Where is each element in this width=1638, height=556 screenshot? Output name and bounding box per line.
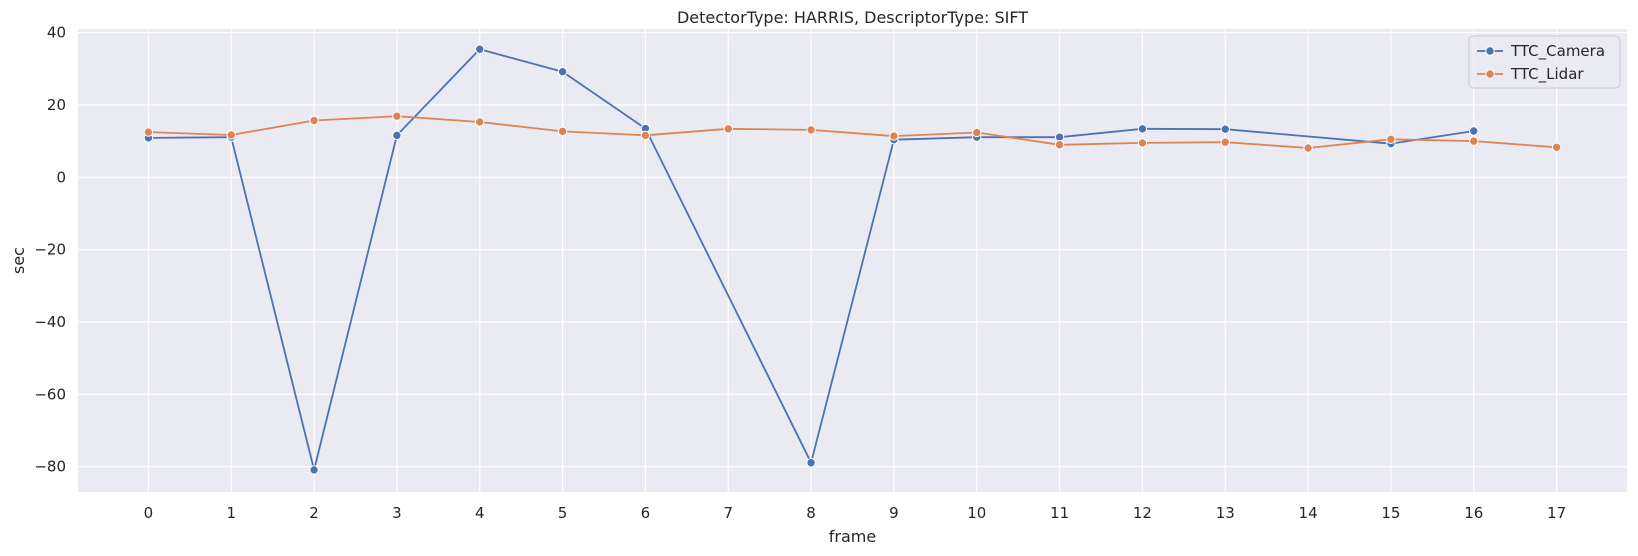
y-tick-label: 20 xyxy=(47,96,66,114)
data-point xyxy=(557,126,568,137)
x-axis-ticks: 0 1 2 3 4 5 6 7 8 9 10 11 12 13 14 15 16 17 xyxy=(144,504,1567,522)
y-tick-label: 40 xyxy=(47,24,66,42)
grid-lines xyxy=(78,29,1627,492)
legend-marker xyxy=(1485,69,1495,79)
x-tick-label: 16 xyxy=(1464,504,1483,522)
x-tick-label: 15 xyxy=(1381,504,1400,522)
data-point xyxy=(1469,126,1479,136)
x-tick-label: 5 xyxy=(558,504,568,522)
data-point xyxy=(640,130,651,141)
x-tick-label: 9 xyxy=(889,504,899,522)
y-tick-label: 0 xyxy=(56,168,66,186)
x-tick-label: 11 xyxy=(1050,504,1069,522)
x-tick-label: 0 xyxy=(144,504,154,522)
series-line-ttc-lidar xyxy=(148,115,1557,149)
chart-title: DetectorType: HARRIS, DescriptorType: SI… xyxy=(677,8,1028,27)
data-point xyxy=(309,465,319,475)
data-point xyxy=(1386,134,1396,145)
legend: TTC_Camera TTC_Lidar xyxy=(1468,35,1621,89)
data-point xyxy=(972,127,982,138)
legend-label: TTC_Camera xyxy=(1510,42,1605,61)
x-tick-label: 13 xyxy=(1216,504,1235,522)
data-point xyxy=(1137,138,1148,148)
data-point xyxy=(1551,142,1562,152)
y-tick-label: −40 xyxy=(34,313,66,331)
x-tick-label: 6 xyxy=(641,504,651,522)
y-tick-label: −80 xyxy=(34,458,66,476)
series-points xyxy=(143,44,1562,475)
data-point xyxy=(889,131,899,141)
y-axis-label: sec xyxy=(9,247,28,274)
data-point xyxy=(1054,140,1065,150)
data-point xyxy=(1303,143,1313,153)
data-point xyxy=(1220,124,1230,134)
x-axis-label: frame xyxy=(829,527,876,546)
data-point xyxy=(475,44,485,54)
data-point xyxy=(723,124,733,134)
x-tick-label: 17 xyxy=(1547,504,1566,522)
data-point xyxy=(557,66,568,77)
data-point xyxy=(143,127,154,137)
plot-area xyxy=(78,29,1627,492)
y-tick-label: −60 xyxy=(34,385,66,403)
x-tick-label: 12 xyxy=(1133,504,1152,522)
legend-marker xyxy=(1485,46,1495,56)
data-point xyxy=(226,130,236,140)
x-tick-label: 4 xyxy=(475,504,485,522)
x-tick-label: 8 xyxy=(806,504,816,522)
data-point xyxy=(1137,124,1148,134)
x-tick-label: 3 xyxy=(392,504,402,522)
data-point xyxy=(392,130,402,141)
data-point xyxy=(806,125,816,135)
legend-box xyxy=(1468,35,1621,89)
data-point xyxy=(392,111,402,121)
data-point xyxy=(1469,136,1479,146)
data-point xyxy=(475,117,485,127)
y-axis-ticks: −80 −60 −40 −20 0 20 40 xyxy=(34,24,66,476)
y-tick-label: −20 xyxy=(34,241,66,259)
x-tick-label: 1 xyxy=(226,504,236,522)
x-tick-label: 10 xyxy=(967,504,986,522)
data-point xyxy=(806,458,816,468)
data-point xyxy=(309,115,319,126)
x-tick-label: 2 xyxy=(309,504,319,522)
data-point xyxy=(1220,137,1230,147)
x-tick-label: 7 xyxy=(723,504,733,522)
x-tick-label: 14 xyxy=(1299,504,1318,522)
legend-label: TTC_Lidar xyxy=(1510,65,1584,84)
